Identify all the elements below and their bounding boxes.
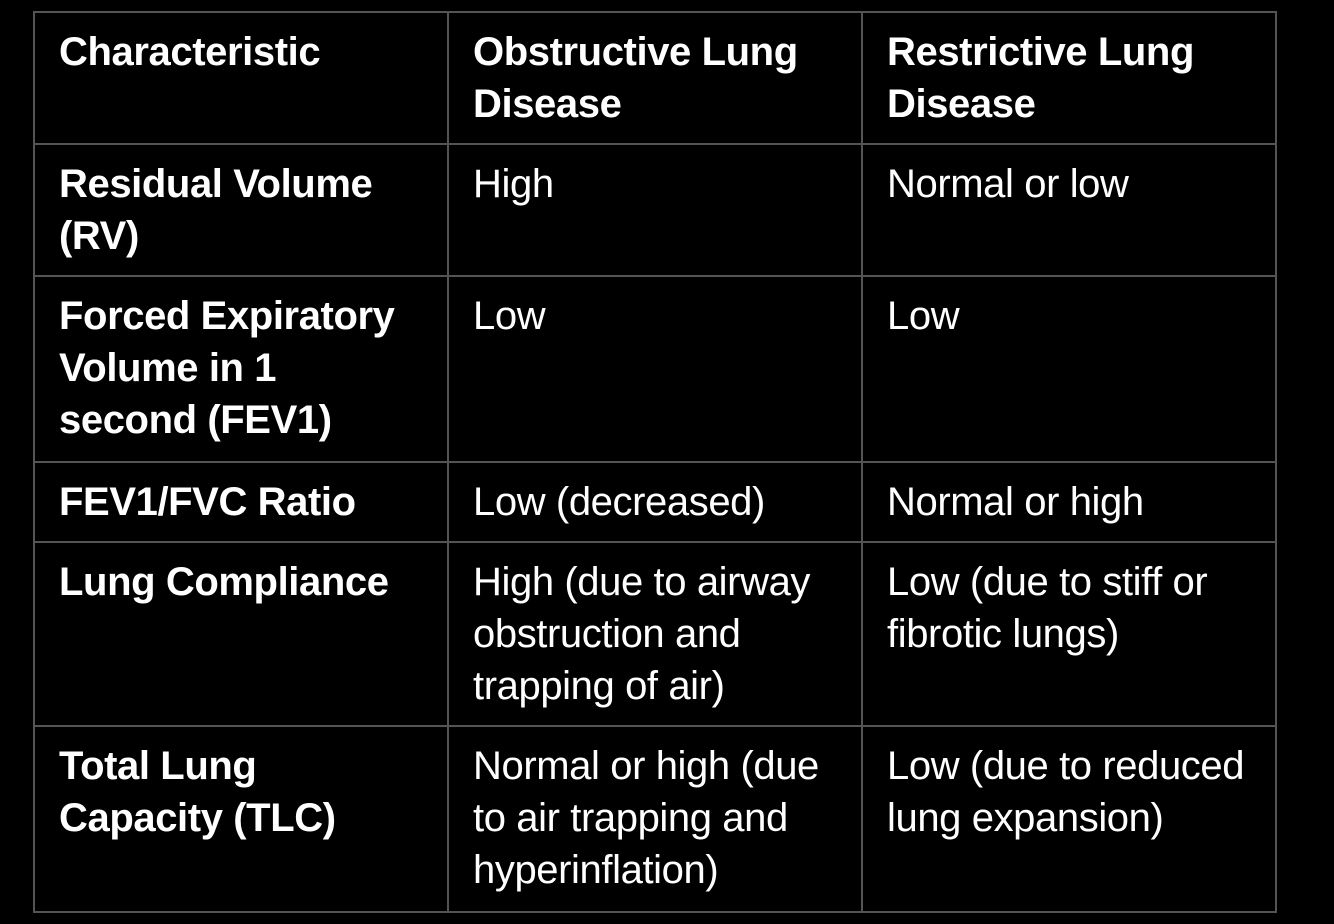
cell-fev1-obstructive: Low — [447, 275, 863, 463]
row-label-residual-volume: Residual Volume (RV) — [33, 143, 449, 277]
cell-rv-obstructive: High — [447, 143, 863, 277]
table-header-row: Characteristic Obstructive Lung Disease … — [33, 11, 1277, 145]
cell-compliance-restrictive: Low (due to stiff or fibrotic lungs) — [861, 541, 1277, 727]
table-row: Residual Volume (RV) High Normal or low — [33, 143, 1277, 277]
row-label-lung-compliance: Lung Compliance — [33, 541, 449, 727]
cell-fev1-restrictive: Low — [861, 275, 1277, 463]
column-header-obstructive: Obstructive Lung Disease — [447, 11, 863, 145]
row-label-total-lung-capacity: Total Lung Capacity (TLC) — [33, 725, 449, 913]
cell-ratio-obstructive: Low (decreased) — [447, 461, 863, 543]
table-row: Forced Expiratory Volume in 1 second (FE… — [33, 275, 1277, 463]
cell-compliance-obstructive: High (due to airway obstruction and trap… — [447, 541, 863, 727]
row-label-fev1-fvc-ratio: FEV1/FVC Ratio — [33, 461, 449, 543]
column-header-restrictive: Restrictive Lung Disease — [861, 11, 1277, 145]
cell-ratio-restrictive: Normal or high — [861, 461, 1277, 543]
lung-disease-comparison-table: Characteristic Obstructive Lung Disease … — [33, 11, 1277, 913]
column-header-characteristic: Characteristic — [33, 11, 449, 145]
table-row: FEV1/FVC Ratio Low (decreased) Normal or… — [33, 461, 1277, 543]
cell-rv-restrictive: Normal or low — [861, 143, 1277, 277]
cell-tlc-restrictive: Low (due to reduced lung expansion) — [861, 725, 1277, 913]
row-label-fev1: Forced Expiratory Volume in 1 second (FE… — [33, 275, 449, 463]
table-row: Lung Compliance High (due to airway obst… — [33, 541, 1277, 727]
cell-tlc-obstructive: Normal or high (due to air trapping and … — [447, 725, 863, 913]
table-row: Total Lung Capacity (TLC) Normal or high… — [33, 725, 1277, 913]
